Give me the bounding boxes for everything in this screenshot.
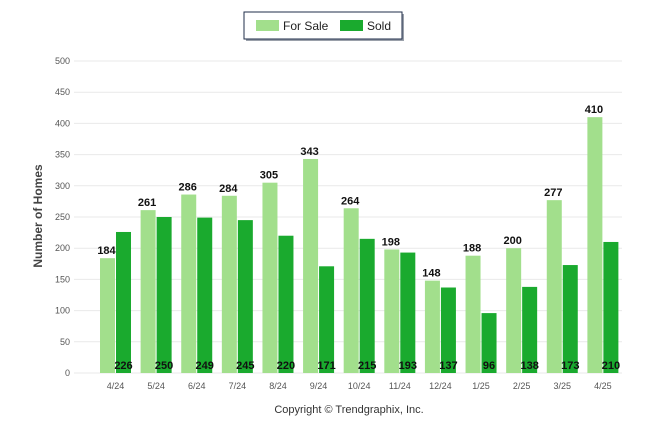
- sold-bar[interactable]: [156, 217, 172, 373]
- x-tick-label: 9/24: [310, 381, 328, 391]
- for-sale-bar[interactable]: [221, 195, 237, 373]
- sold-bar[interactable]: [359, 238, 375, 373]
- for-sale-bar[interactable]: [546, 200, 562, 373]
- x-tick-label: 12/24: [429, 381, 452, 391]
- x-tick-label: 4/24: [107, 381, 125, 391]
- x-tick-label: 11/24: [389, 381, 411, 391]
- x-tick-label: 3/25: [554, 381, 572, 391]
- for-sale-bar[interactable]: [587, 117, 603, 373]
- sold-bar[interactable]: [440, 287, 456, 373]
- sold-bar[interactable]: [237, 220, 253, 373]
- x-tick-label: 10/24: [348, 381, 371, 391]
- y-axis-ticks: 0 50 100 150 200 250 300 350 400 450 500: [55, 56, 70, 378]
- for-sale-value-label: 200: [503, 235, 521, 247]
- x-tick-label: 1/25: [472, 381, 490, 391]
- sold-value-label: 220: [277, 360, 295, 372]
- sold-value-label: 226: [114, 360, 132, 372]
- sold-bar[interactable]: [522, 286, 538, 373]
- x-tick-label: 7/24: [229, 381, 247, 391]
- x-tick-label: 5/24: [147, 381, 165, 391]
- sold-bar[interactable]: [562, 265, 578, 373]
- sold-value-label: 250: [155, 360, 173, 372]
- y-tick-label: 250: [55, 212, 70, 222]
- bars: [100, 117, 619, 373]
- for-sale-bar[interactable]: [384, 249, 400, 373]
- x-axis-ticks: 4/24 5/24 6/24 7/24 8/24 9/24 10/24 11/24 12/24 1…: [107, 381, 612, 391]
- data-labels: 184 226 261 250 286 249 284 245 305 220 343 171 264 2…: [97, 104, 620, 372]
- for-sale-bar[interactable]: [181, 194, 197, 373]
- for-sale-bar[interactable]: [465, 255, 481, 373]
- y-tick-label: 350: [55, 150, 70, 160]
- for-sale-bar[interactable]: [303, 158, 319, 373]
- sold-value-label: 96: [483, 360, 495, 372]
- for-sale-value-label: 286: [179, 182, 197, 194]
- sold-value-label: 193: [399, 360, 417, 372]
- sold-value-label: 210: [602, 360, 620, 372]
- for-sale-bar[interactable]: [343, 208, 359, 373]
- y-axis-title: Number of Homes: [31, 164, 45, 268]
- y-tick-label: 500: [55, 56, 70, 66]
- for-sale-bar[interactable]: [506, 248, 522, 373]
- sold-bar[interactable]: [603, 241, 619, 373]
- y-tick-label: 150: [55, 274, 70, 284]
- sold-bar[interactable]: [116, 231, 131, 373]
- for-sale-value-label: 264: [341, 195, 360, 207]
- sold-bar[interactable]: [319, 266, 335, 373]
- y-tick-label: 100: [55, 306, 70, 316]
- sold-value-label: 171: [317, 360, 335, 372]
- for-sale-bar[interactable]: [424, 280, 440, 373]
- sold-value-label: 249: [196, 360, 214, 372]
- for-sale-legend-label[interactable]: For Sale: [283, 19, 329, 33]
- for-sale-value-label: 148: [422, 268, 440, 280]
- y-tick-label: 300: [55, 181, 70, 191]
- x-tick-label: 8/24: [269, 381, 287, 391]
- sold-bar[interactable]: [278, 235, 294, 373]
- y-tick-label: 0: [65, 368, 70, 378]
- sold-value-label: 173: [561, 360, 579, 372]
- sold-bar[interactable]: [481, 313, 497, 373]
- sold-bar[interactable]: [400, 252, 416, 373]
- sold-bar[interactable]: [197, 217, 213, 373]
- y-tick-label: 200: [55, 243, 70, 253]
- sold-legend-label[interactable]: Sold: [367, 19, 391, 33]
- for-sale-value-label: 261: [138, 197, 156, 209]
- copyright-text: Copyright © Trendgraphix, Inc.: [274, 404, 423, 416]
- sold-value-label: 138: [520, 360, 538, 372]
- for-sale-legend-swatch: [256, 20, 279, 31]
- sold-value-label: 215: [358, 360, 376, 372]
- sold-legend-swatch: [340, 20, 363, 31]
- legend[interactable]: For Sale Sold: [243, 11, 404, 41]
- y-tick-label: 450: [55, 87, 70, 97]
- for-sale-value-label: 198: [382, 236, 400, 248]
- for-sale-value-label: 188: [463, 243, 481, 255]
- sold-value-label: 245: [236, 360, 254, 372]
- for-sale-bar[interactable]: [262, 182, 278, 373]
- for-sale-bar[interactable]: [140, 210, 156, 373]
- for-sale-value-label: 277: [544, 187, 562, 199]
- for-sale-bar[interactable]: [100, 258, 115, 373]
- for-sale-value-label: 305: [260, 170, 278, 182]
- y-tick-label: 50: [60, 337, 70, 347]
- sold-value-label: 137: [439, 360, 457, 372]
- x-tick-label: 4/25: [594, 381, 612, 391]
- for-sale-value-label: 343: [300, 146, 318, 158]
- for-sale-value-label: 284: [219, 183, 238, 195]
- for-sale-value-label: 410: [585, 104, 603, 116]
- for-sale-value-label: 184: [97, 245, 116, 257]
- x-tick-label: 6/24: [188, 381, 206, 391]
- y-tick-label: 400: [55, 118, 70, 128]
- x-tick-label: 2/25: [513, 381, 531, 391]
